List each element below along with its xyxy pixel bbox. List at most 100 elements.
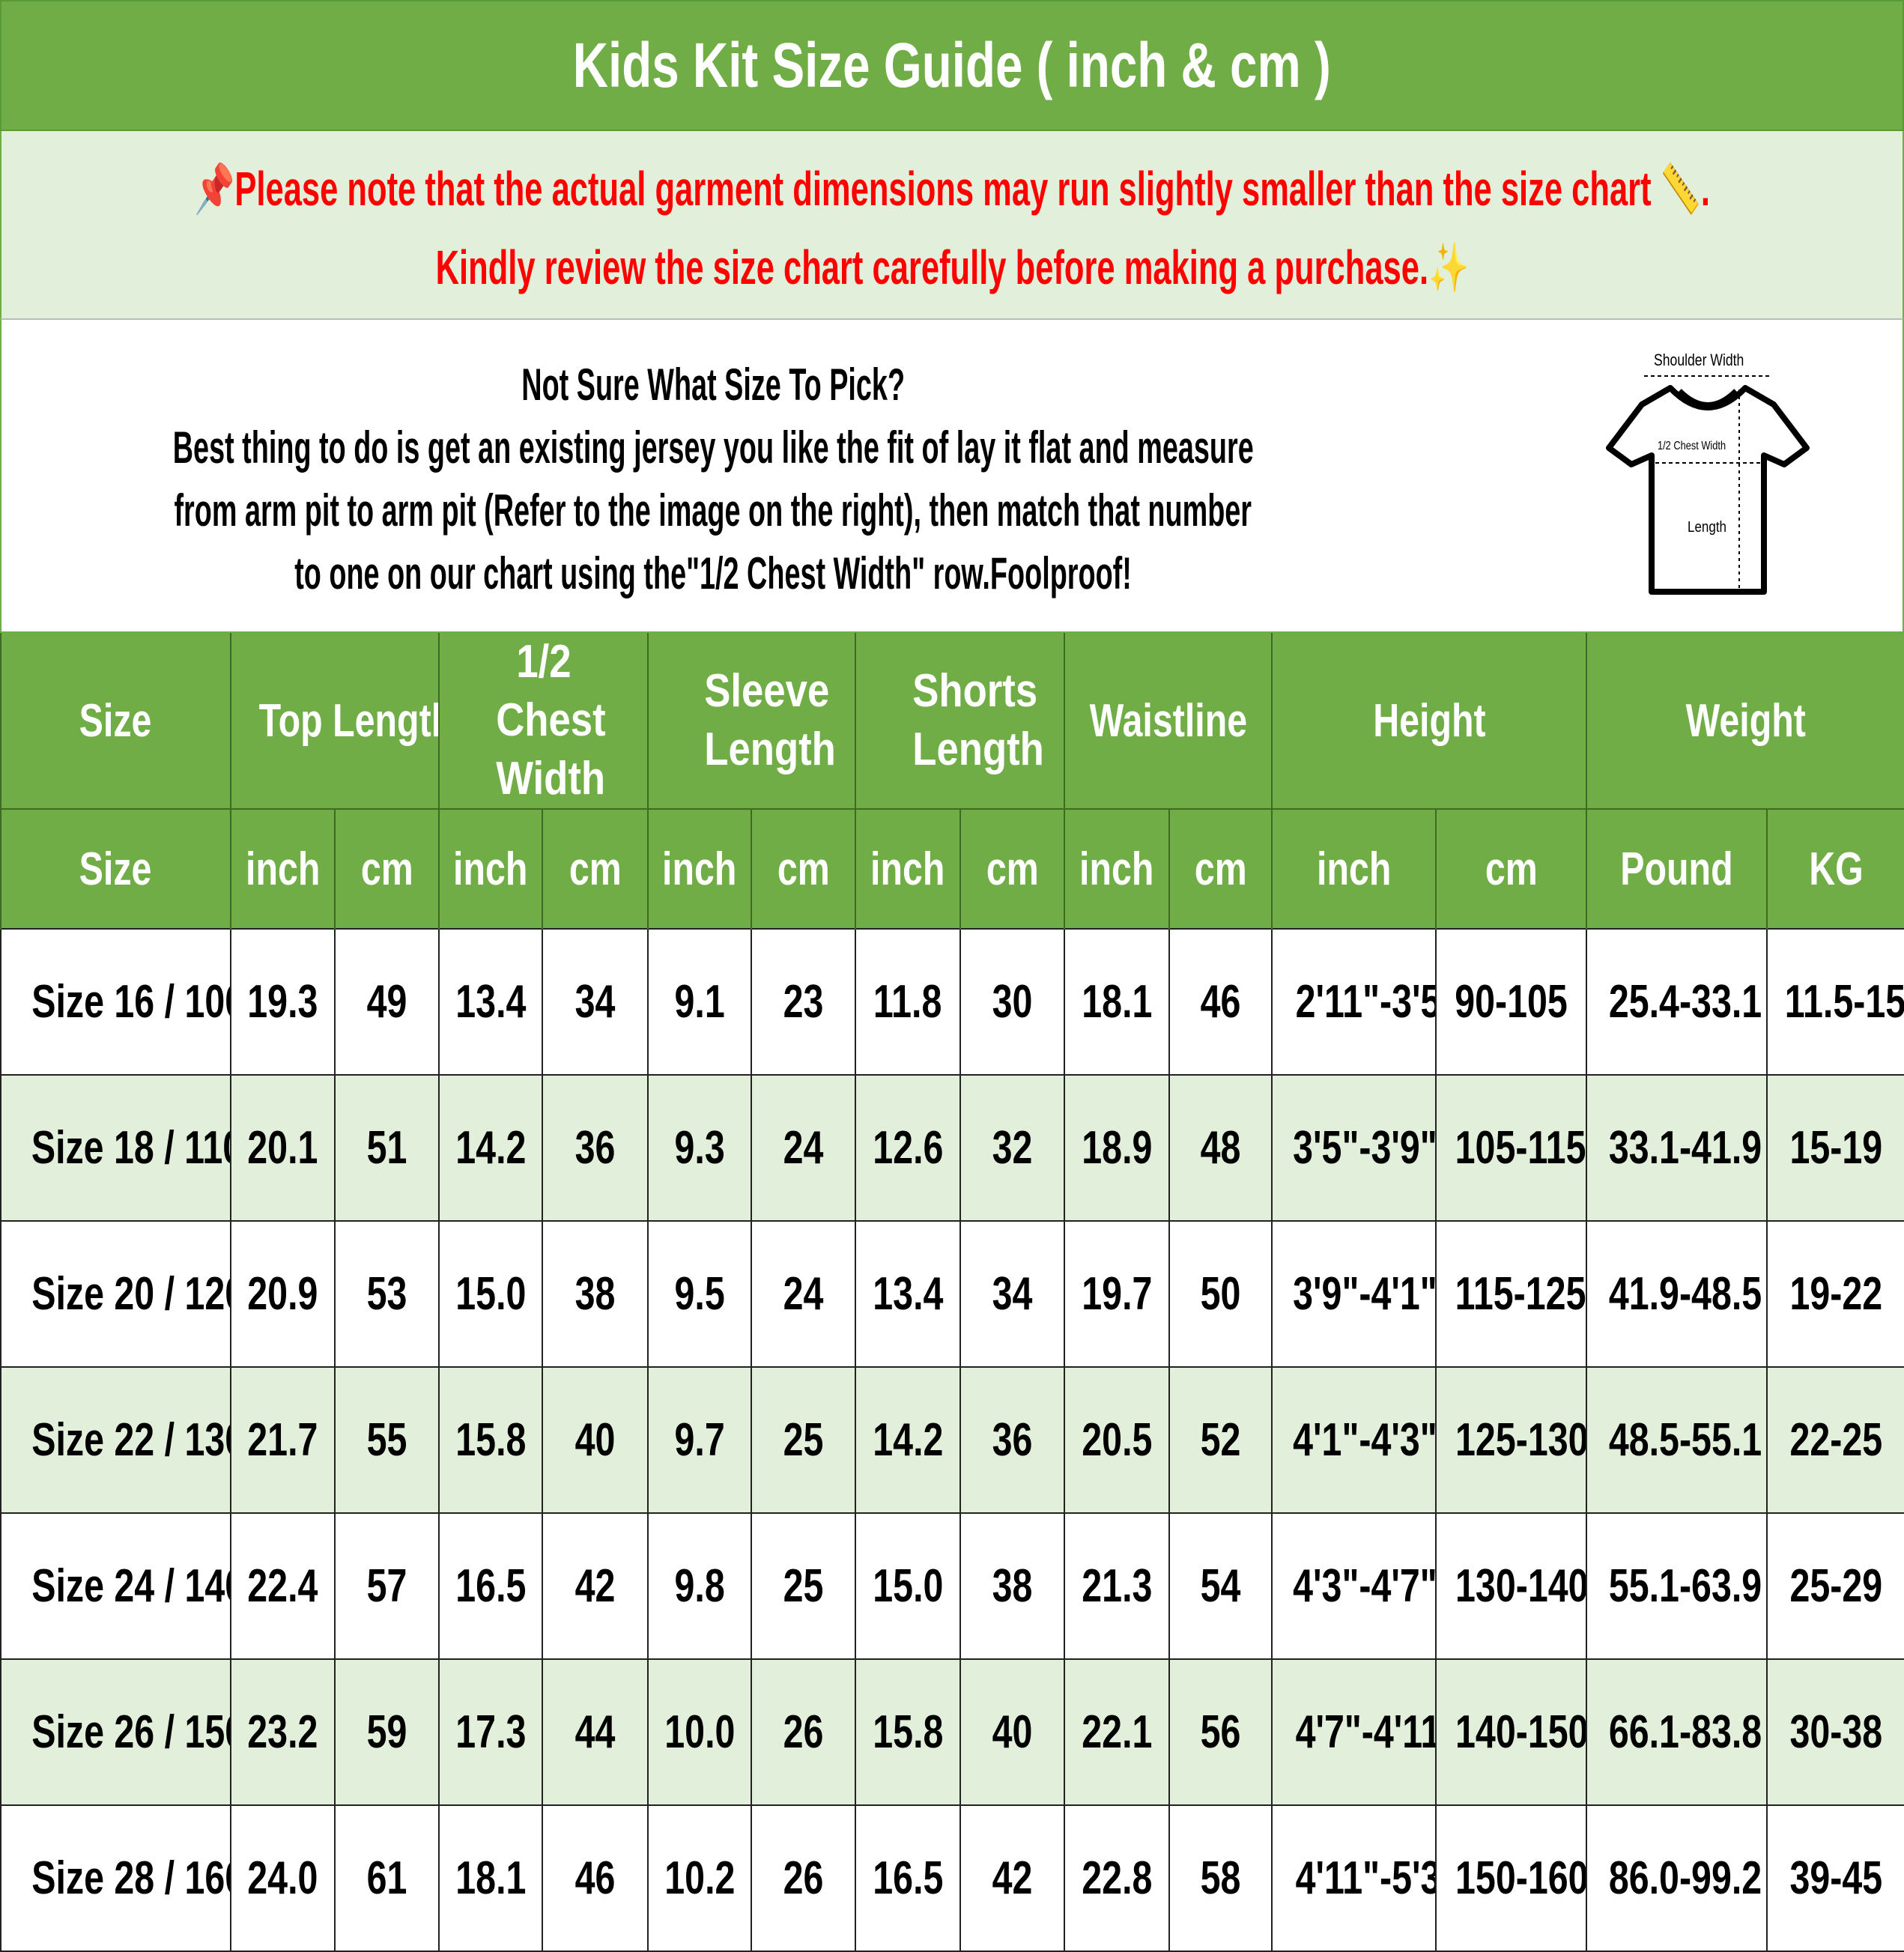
value-cell-text: 2'11"-3'5" bbox=[1295, 976, 1434, 1028]
value-cell: 38 bbox=[542, 1220, 649, 1368]
value-cell: 22-25 bbox=[1766, 1366, 1904, 1514]
value-cell-text: 34 bbox=[992, 1268, 1033, 1320]
column-group-header-text: Height bbox=[1372, 694, 1486, 747]
unit-header: cm bbox=[333, 809, 440, 929]
value-cell: 9.8 bbox=[647, 1512, 753, 1660]
value-cell-text: 150-160 bbox=[1455, 1852, 1587, 1904]
value-cell: 33.1-41.9 bbox=[1586, 1074, 1768, 1222]
value-cell-text: 11.5-15 bbox=[1784, 976, 1904, 1028]
value-cell: 15-19 bbox=[1766, 1074, 1904, 1222]
value-cell: 26 bbox=[751, 1804, 857, 1952]
value-cell: 58 bbox=[1168, 1804, 1273, 1952]
size-cell: Size 24 / 140 bbox=[0, 1512, 231, 1660]
value-cell-text: 46 bbox=[574, 1852, 616, 1904]
value-cell: 15.0 bbox=[438, 1220, 544, 1368]
value-cell: 13.4 bbox=[855, 1220, 962, 1368]
value-cell: 3'9"-4'1" bbox=[1271, 1220, 1437, 1368]
value-cell: 40 bbox=[542, 1366, 649, 1514]
value-cell-text: 55 bbox=[366, 1414, 407, 1466]
sizing-instructions: Not Sure What Size To Pick? Best thing t… bbox=[0, 318, 1904, 633]
column-group-header-text: Size bbox=[79, 694, 152, 747]
value-cell-text: 40 bbox=[574, 1414, 616, 1466]
value-cell: 4'7"-4'11" bbox=[1271, 1658, 1437, 1806]
value-cell: 22.1 bbox=[1064, 1658, 1171, 1806]
size-cell: Size 20 / 120 bbox=[0, 1220, 231, 1368]
value-cell: 57 bbox=[333, 1512, 440, 1660]
table-row: Size 28 / 160 24.0 61 18.1 46 10.2 26 16.5 42 22.… bbox=[0, 1804, 1904, 1952]
tshirt-diagram-icon bbox=[1606, 375, 1810, 595]
value-cell: 22.4 bbox=[230, 1512, 336, 1660]
size-cell-text: Size 24 / 140 bbox=[31, 1560, 231, 1612]
value-cell: 54 bbox=[1168, 1512, 1273, 1660]
value-cell: 14.2 bbox=[855, 1366, 962, 1514]
value-cell-text: 22.4 bbox=[247, 1560, 318, 1612]
value-cell: 9.7 bbox=[647, 1366, 753, 1514]
value-cell-text: 14.2 bbox=[455, 1122, 527, 1174]
value-cell-text: 15.8 bbox=[872, 1706, 944, 1758]
value-cell-text: 9.8 bbox=[674, 1560, 725, 1612]
value-cell: 105-115 bbox=[1435, 1074, 1588, 1222]
value-cell: 66.1-83.8 bbox=[1586, 1658, 1768, 1806]
value-cell-text: 39-45 bbox=[1789, 1852, 1882, 1904]
value-cell-text: 3'9"-4'1" bbox=[1293, 1268, 1437, 1320]
value-cell: 30-38 bbox=[1766, 1658, 1904, 1806]
value-cell-text: 36 bbox=[992, 1414, 1033, 1466]
instructions-line: Best thing to do is get an existing jers… bbox=[172, 422, 1254, 473]
instructions-line: to one on our chart using the"1/2 Chest … bbox=[294, 548, 1132, 598]
value-cell: 11.5-15 bbox=[1766, 928, 1904, 1076]
value-cell-text: 16.5 bbox=[455, 1560, 527, 1612]
value-cell: 4'1"-4'3" bbox=[1271, 1366, 1437, 1514]
value-cell-text: 90-105 bbox=[1455, 976, 1568, 1028]
unit-header-text: cm bbox=[986, 843, 1039, 895]
value-cell: 55.1-63.9 bbox=[1586, 1512, 1768, 1660]
value-cell-text: 30 bbox=[992, 976, 1033, 1028]
value-cell-text: 140-150 bbox=[1455, 1706, 1587, 1758]
length-label: Length bbox=[1688, 519, 1726, 536]
column-group-header: Waistline bbox=[1064, 633, 1273, 810]
value-cell-text: 56 bbox=[1200, 1706, 1241, 1758]
value-cell-text: 24 bbox=[783, 1122, 824, 1174]
value-cell-text: 12.6 bbox=[872, 1122, 944, 1174]
table-row: Size 24 / 140 22.4 57 16.5 42 9.8 25 15.0 38 21.3… bbox=[0, 1512, 1904, 1660]
value-cell-text: 4'1"-4'3" bbox=[1293, 1414, 1437, 1466]
value-cell-text: 19-22 bbox=[1789, 1268, 1882, 1320]
value-cell: 48 bbox=[1168, 1074, 1273, 1222]
value-cell: 125-130 bbox=[1435, 1366, 1588, 1514]
unit-header-text: inch bbox=[1079, 843, 1154, 895]
value-cell-text: 34 bbox=[574, 976, 616, 1028]
value-cell-text: 18.1 bbox=[455, 1852, 527, 1904]
value-cell: 24 bbox=[751, 1220, 857, 1368]
value-cell-text: 10.0 bbox=[664, 1706, 736, 1758]
value-cell: 9.3 bbox=[647, 1074, 753, 1222]
value-cell: 14.2 bbox=[438, 1074, 544, 1222]
value-cell: 24.0 bbox=[230, 1804, 336, 1952]
value-cell: 10.0 bbox=[647, 1658, 753, 1806]
value-cell-text: 25.4-33.1 bbox=[1608, 976, 1762, 1028]
value-cell: 4'3"-4'7" bbox=[1271, 1512, 1437, 1660]
value-cell-text: 53 bbox=[366, 1268, 407, 1320]
column-group-header: Height bbox=[1271, 633, 1588, 810]
value-cell: 46 bbox=[1168, 928, 1273, 1076]
value-cell-text: 30-38 bbox=[1789, 1706, 1882, 1758]
value-cell-text: 48 bbox=[1200, 1122, 1241, 1174]
value-cell: 24 bbox=[751, 1074, 857, 1222]
header-row-groups: Size Top Length 1/2 Chest Width Sleeve Leng… bbox=[0, 633, 1904, 810]
value-cell-text: 23.2 bbox=[247, 1706, 318, 1758]
value-cell: 39-45 bbox=[1766, 1804, 1904, 1952]
value-cell-text: 61 bbox=[366, 1852, 407, 1904]
value-cell: 61 bbox=[333, 1804, 440, 1952]
value-cell: 18.9 bbox=[1064, 1074, 1171, 1222]
value-cell: 9.5 bbox=[647, 1220, 753, 1368]
value-cell-text: 10.2 bbox=[664, 1852, 736, 1904]
unit-header: KG bbox=[1766, 809, 1904, 929]
value-cell: 130-140 bbox=[1435, 1512, 1588, 1660]
value-cell-text: 55.1-63.9 bbox=[1608, 1560, 1762, 1612]
value-cell-text: 130-140 bbox=[1455, 1560, 1587, 1612]
value-cell: 140-150 bbox=[1435, 1658, 1588, 1806]
value-cell-text: 59 bbox=[366, 1706, 407, 1758]
page-title: Kids Kit Size Guide ( inch & cm ) bbox=[0, 0, 1904, 131]
value-cell: 42 bbox=[959, 1804, 1066, 1952]
value-cell: 34 bbox=[959, 1220, 1066, 1368]
unit-header-text: inch bbox=[870, 843, 945, 895]
size-cell-text: Size 20 / 120 bbox=[31, 1268, 231, 1320]
